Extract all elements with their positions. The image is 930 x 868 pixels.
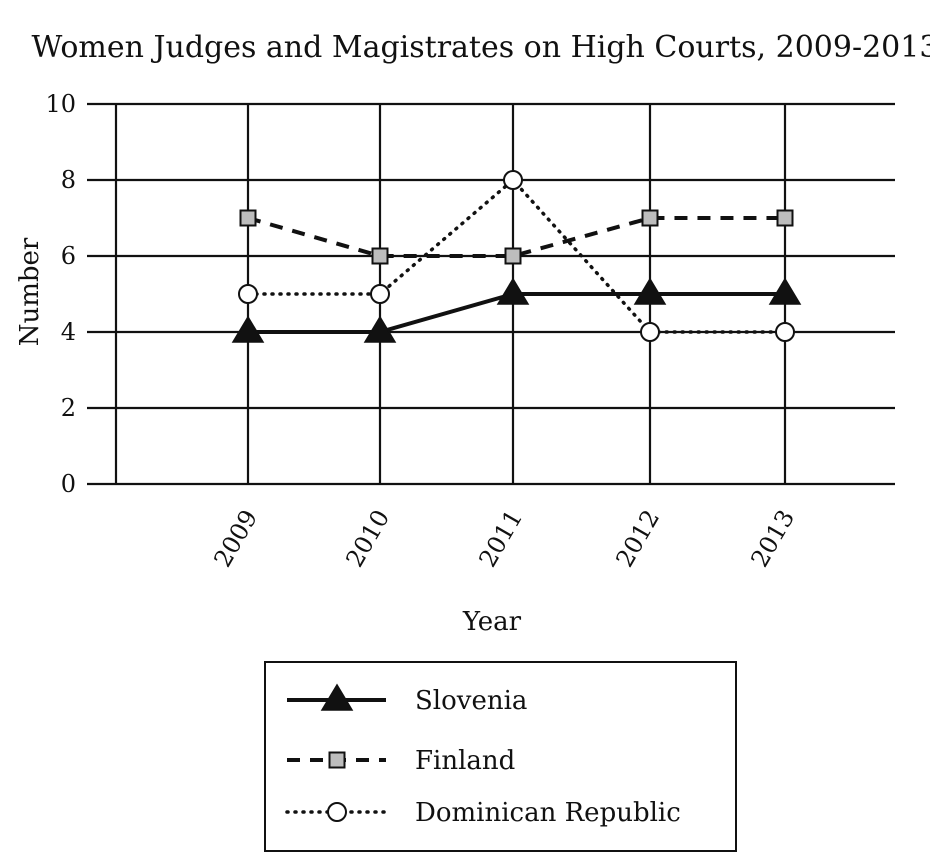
data-point-2012	[641, 209, 659, 227]
legend-item-dominican-republic: Dominican Republic	[285, 798, 681, 828]
data-point-2010	[370, 284, 390, 304]
x-tick-label-2010: 2010	[340, 505, 395, 572]
data-point-2011	[504, 247, 522, 265]
legend-marker	[328, 751, 346, 769]
y-tick-label-6: 6	[61, 242, 76, 270]
x-axis-label: Year	[462, 607, 522, 637]
legend-label: Slovenia	[415, 686, 527, 716]
data-point-2011	[496, 277, 530, 305]
data-point-2009	[238, 284, 258, 304]
data-point-2012	[640, 322, 660, 342]
y-tick-label-0: 0	[61, 470, 76, 498]
legend: Slovenia Finland Dominican Republic	[264, 661, 737, 852]
data-point-2012	[633, 277, 667, 305]
data-point-2013	[768, 277, 802, 305]
y-tick-label-10: 10	[45, 90, 76, 118]
y-axis-ticks: 0 2 4 6 8 10	[45, 90, 76, 498]
y-tick-label-2: 2	[61, 394, 76, 422]
data-point-2013	[776, 209, 794, 227]
legend-label: Dominican Republic	[415, 798, 681, 828]
x-tick-label-2009: 2009	[208, 505, 263, 572]
legend-marker	[320, 683, 354, 711]
series-finland	[239, 209, 794, 265]
x-axis-ticks: 2009 2010 2011 2012 2013	[208, 505, 800, 572]
data-point-2009	[239, 209, 257, 227]
legend-item-finland: Finland	[287, 746, 515, 776]
data-point-2009	[231, 315, 265, 343]
series-slovenia	[231, 277, 802, 343]
x-tick-label-2013: 2013	[745, 505, 800, 572]
legend-label: Finland	[415, 746, 515, 776]
x-tick-label-2011: 2011	[473, 505, 528, 572]
series-group	[231, 170, 802, 343]
data-point-2013	[775, 322, 795, 342]
grid	[87, 102, 895, 486]
y-tick-label-8: 8	[61, 166, 76, 194]
data-point-2010	[371, 247, 389, 265]
data-point-2011	[503, 170, 523, 190]
legend-marker	[327, 802, 347, 822]
y-axis-label: Number	[15, 237, 45, 346]
series-line	[246, 178, 787, 334]
data-point-2010	[363, 315, 397, 343]
x-tick-label-2012: 2012	[610, 505, 665, 572]
series-dominican-republic	[238, 170, 795, 342]
legend-item-slovenia: Slovenia	[287, 683, 527, 716]
y-tick-label-4: 4	[61, 318, 76, 346]
chart-title: Women Judges and Magistrates on High Cou…	[32, 30, 930, 65]
